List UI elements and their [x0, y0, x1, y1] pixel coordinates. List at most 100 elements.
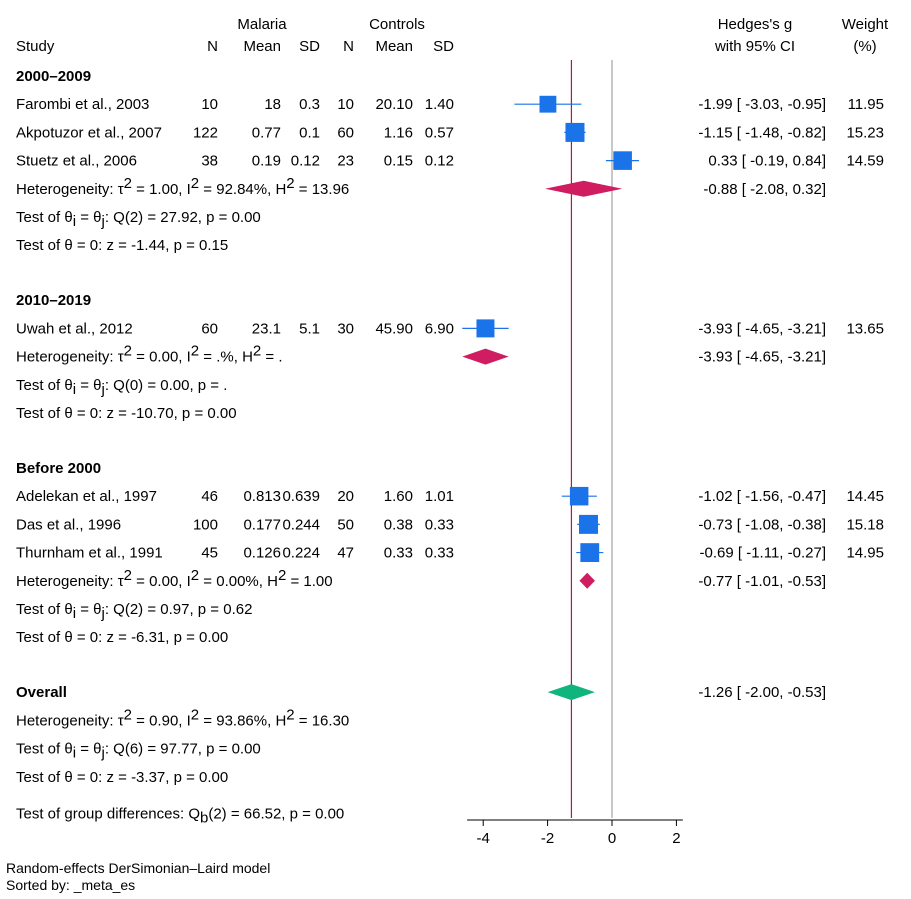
overall-test-homogeneity: Test of θi = θj: Q(6) = 97.77, p = 0.00: [16, 741, 261, 762]
header-sd-controls: SD: [433, 38, 454, 55]
study-mean-malaria: 23.1: [252, 320, 281, 337]
study-n-malaria: 10: [201, 96, 218, 113]
study-n-malaria: 122: [193, 124, 218, 141]
header-malaria: Malaria: [237, 16, 287, 33]
study-marker: [613, 151, 632, 170]
study-n-malaria: 46: [201, 488, 218, 505]
study-weight: 13.65: [846, 320, 884, 337]
study-sd-controls: 0.12: [425, 153, 454, 170]
group-test-zero: Test of θ = 0: z = -6.31, p = 0.00: [16, 629, 228, 646]
overall-summary-ci: -1.26 [ -2.00, -0.53]: [698, 684, 826, 701]
header-n-malaria: N: [207, 38, 218, 55]
study-marker: [539, 95, 557, 113]
header-weight-unit: (%): [853, 38, 876, 55]
study-mean-malaria: 0.813: [243, 488, 281, 505]
group-differences-test: Test of group differences: Qb(2) = 66.52…: [16, 805, 344, 826]
footnote-sort: Sorted by: _meta_es: [6, 877, 135, 893]
study-weight: 15.23: [846, 124, 884, 141]
study-n-controls: 20: [337, 488, 354, 505]
study-n-controls: 30: [337, 320, 354, 337]
overall-test-zero: Test of θ = 0: z = -3.37, p = 0.00: [16, 769, 228, 786]
group-heterogeneity: Heterogeneity: τ2 = 0.00, I2 = 0.00%, H2…: [16, 567, 333, 590]
study-name: Adelekan et al., 1997: [16, 488, 157, 505]
study-n-malaria: 38: [201, 153, 218, 170]
study-sd-malaria: 5.1: [299, 320, 320, 337]
study-effect-ci: -3.93 [ -4.65, -3.21]: [698, 320, 826, 337]
study-n-controls: 50: [337, 516, 354, 533]
study-name: Farombi et al., 2003: [16, 96, 149, 113]
group-test-homogeneity: Test of θi = θj: Q(0) = 0.00, p = .: [16, 377, 227, 398]
study-mean-malaria: 0.77: [252, 124, 281, 141]
overall-heterogeneity: Heterogeneity: τ2 = 0.90, I2 = 93.86%, H…: [16, 706, 349, 729]
study-marker: [569, 486, 589, 506]
study-mean-controls: 1.60: [384, 488, 413, 505]
study-sd-malaria: 0.12: [291, 153, 320, 170]
study-n-malaria: 45: [201, 545, 218, 562]
study-sd-controls: 1.01: [425, 488, 454, 505]
header-controls: Controls: [369, 16, 425, 33]
study-sd-controls: 0.33: [425, 545, 454, 562]
study-sd-controls: 0.33: [425, 516, 454, 533]
study-weight: 11.95: [848, 96, 884, 113]
header-n-controls: N: [343, 38, 354, 55]
study-mean-malaria: 0.177: [243, 516, 281, 533]
study-effect-ci: -0.69 [ -1.11, -0.27]: [700, 545, 826, 562]
group-test-homogeneity: Test of θi = θj: Q(2) = 27.92, p = 0.00: [16, 209, 261, 230]
header-weight: Weight: [842, 16, 889, 33]
study-marker: [579, 514, 598, 534]
study-n-controls: 47: [337, 545, 354, 562]
study-effect-ci: -0.73 [ -1.08, -0.38]: [698, 516, 826, 533]
study-mean-controls: 0.38: [384, 516, 413, 533]
study-effect-ci: -1.99 [ -3.03, -0.95]: [698, 96, 826, 113]
study-n-malaria: 100: [193, 516, 218, 533]
group-summary-ci: -0.77 [ -1.01, -0.53]: [698, 573, 826, 590]
study-n-controls: 10: [337, 96, 354, 113]
study-mean-malaria: 0.19: [252, 153, 281, 170]
group-summary-diamond: [545, 180, 623, 197]
study-effect-ci: -1.02 [ -1.56, -0.47]: [698, 488, 826, 505]
x-axis-tick-label: 2: [672, 830, 680, 847]
group-heterogeneity: Heterogeneity: τ2 = 1.00, I2 = 92.84%, H…: [16, 175, 349, 198]
study-weight: 14.95: [846, 545, 884, 562]
header-effect-ci: with 95% CI: [714, 38, 795, 55]
study-name: Akpotuzor et al., 2007: [16, 124, 162, 141]
group-title: 2000–2009: [16, 68, 91, 85]
group-summary-ci: -3.93 [ -4.65, -3.21]: [698, 349, 826, 366]
group-test-zero: Test of θ = 0: z = -10.70, p = 0.00: [16, 405, 237, 422]
group-heterogeneity: Heterogeneity: τ2 = 0.00, I2 = .%, H2 = …: [16, 343, 283, 366]
study-marker: [580, 543, 600, 562]
study-sd-controls: 1.40: [425, 96, 454, 113]
x-axis-tick-label: -4: [477, 830, 490, 847]
study-sd-malaria: 0.244: [282, 516, 320, 533]
study-n-controls: 60: [337, 124, 354, 141]
study-weight: 15.18: [846, 516, 884, 533]
study-mean-controls: 45.90: [375, 320, 413, 337]
study-weight: 14.59: [846, 153, 884, 170]
group-test-homogeneity: Test of θi = θj: Q(2) = 0.97, p = 0.62: [16, 601, 252, 622]
x-axis-tick-label: 0: [608, 830, 616, 847]
study-name: Uwah et al., 2012: [16, 320, 133, 337]
group-summary-diamond: [462, 348, 509, 365]
study-mean-malaria: 0.126: [243, 545, 281, 562]
header-effect: Hedges's g: [718, 16, 793, 33]
study-sd-malaria: 0.639: [282, 488, 320, 505]
study-sd-malaria: 0.1: [299, 124, 320, 141]
header-study: Study: [16, 38, 55, 55]
study-effect-ci: 0.33 [ -0.19, 0.84]: [708, 153, 826, 170]
header-mean-controls: Mean: [375, 38, 413, 55]
study-effect-ci: -1.15 [ -1.48, -0.82]: [698, 124, 826, 141]
group-test-zero: Test of θ = 0: z = -1.44, p = 0.15: [16, 237, 228, 254]
footnote-model: Random-effects DerSimonian–Laird model: [6, 860, 270, 876]
study-mean-controls: 1.16: [384, 124, 413, 141]
study-mean-controls: 0.33: [384, 545, 413, 562]
study-n-controls: 23: [337, 153, 354, 170]
study-sd-controls: 0.57: [425, 124, 454, 141]
study-marker: [565, 122, 585, 142]
study-name: Thurnham et al., 1991: [16, 545, 163, 562]
study-n-malaria: 60: [201, 320, 218, 337]
study-weight: 14.45: [846, 488, 884, 505]
study-sd-malaria: 0.3: [299, 96, 320, 113]
study-mean-malaria: 18: [264, 96, 281, 113]
overall-summary-diamond: [547, 684, 595, 701]
